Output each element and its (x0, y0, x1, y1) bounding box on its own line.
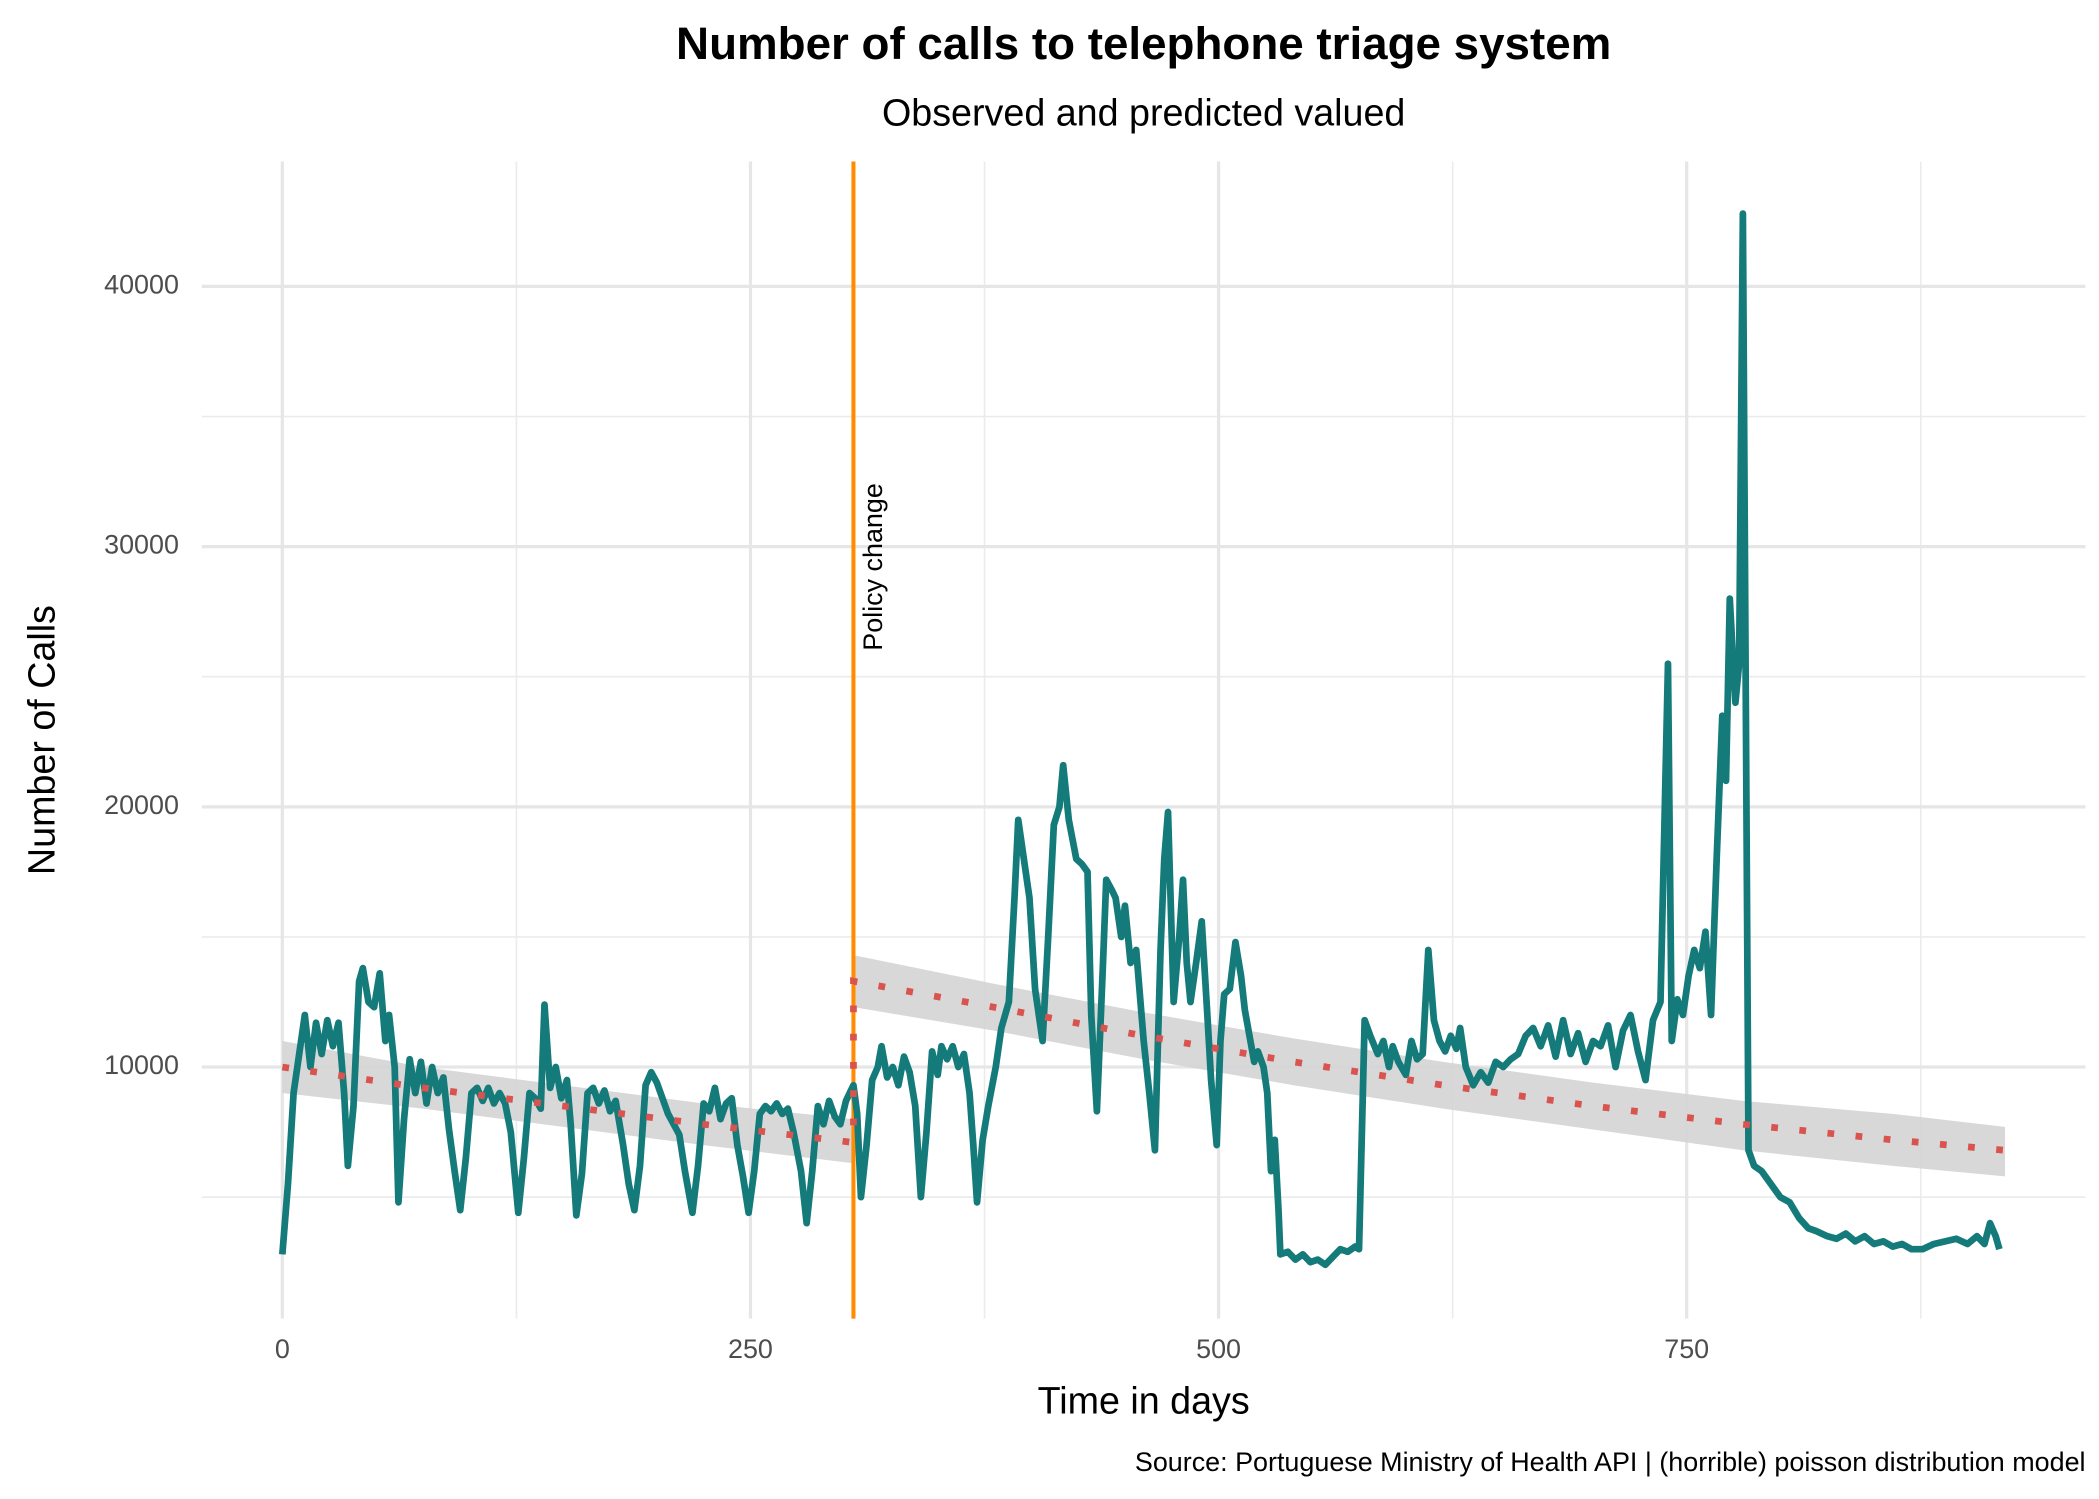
x-tick-label: 750 (1664, 1334, 1709, 1364)
y-axis-title: Number of Calls (20, 605, 62, 875)
x-tick-label: 500 (1196, 1334, 1241, 1364)
observed-line (278, 210, 2003, 1269)
policy-label: Policy change (858, 483, 888, 651)
prediction-line (281, 977, 2006, 1154)
y-tick-label: 20000 (104, 790, 179, 820)
chart-subtitle: Observed and predicted valued (882, 92, 1405, 134)
chart-title: Number of calls to telephone triage syst… (676, 18, 1611, 69)
x-tick-label: 0 (275, 1334, 290, 1364)
y-tick-label: 40000 (104, 270, 179, 300)
y-tick-label: 30000 (104, 530, 179, 560)
x-tick-label: 250 (728, 1334, 773, 1364)
y-tick-label: 10000 (104, 1050, 179, 1080)
x-axis-title: Time in days (1038, 1379, 1250, 1421)
caption: Source: Portuguese Ministry of Health AP… (1135, 1447, 2086, 1477)
